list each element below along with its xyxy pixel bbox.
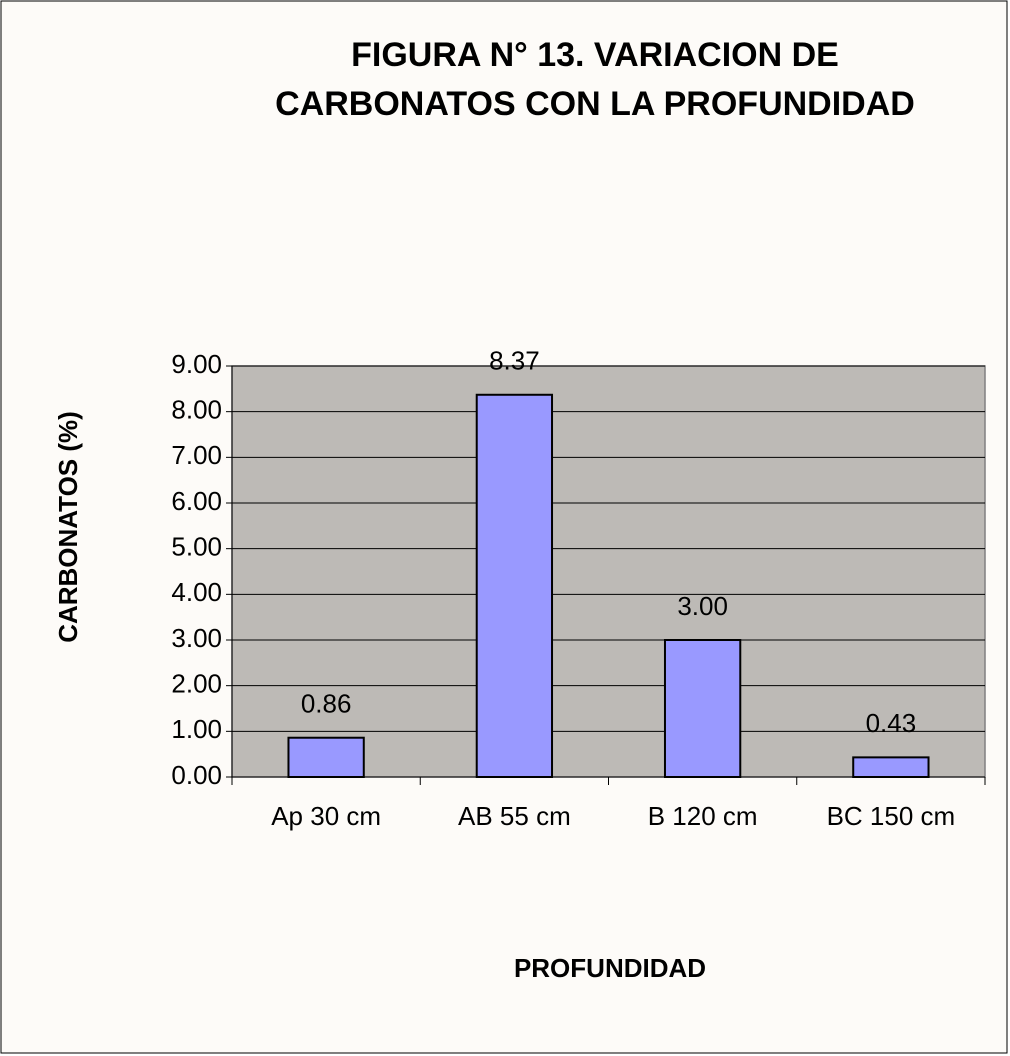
y-tick-label: 0.00 xyxy=(171,760,222,790)
value-label: 0.43 xyxy=(866,708,917,738)
y-tick-label: 2.00 xyxy=(171,669,222,699)
y-tick-label: 5.00 xyxy=(171,532,222,562)
y-tick-label: 4.00 xyxy=(171,577,222,607)
x-tick-label: AB 55 cm xyxy=(458,801,571,831)
x-axis-label: PROFUNDIDAD xyxy=(514,953,706,983)
plot-area xyxy=(231,365,986,778)
y-axis-label: CARBONATOS (%) xyxy=(53,411,83,643)
bar xyxy=(663,639,742,778)
y-tick-label: 3.00 xyxy=(171,623,222,653)
chart-title: FIGURA N° 13. VARIACION DE xyxy=(351,36,839,74)
x-tick-label: Ap 30 cm xyxy=(271,801,381,831)
value-label: 3.00 xyxy=(677,591,728,621)
bar xyxy=(475,393,554,778)
y-tick-label: 9.00 xyxy=(171,349,222,379)
y-tick-label: 1.00 xyxy=(171,714,222,744)
chart-title: CARBONATOS CON LA PROFUNDIDAD xyxy=(275,85,915,123)
x-tick-label: B 120 cm xyxy=(648,801,758,831)
bar xyxy=(287,736,365,779)
y-tick-label: 7.00 xyxy=(171,440,222,470)
bar xyxy=(852,756,930,779)
y-tick-label: 6.00 xyxy=(171,486,222,516)
y-tick-label: 8.00 xyxy=(171,395,222,425)
value-label: 0.86 xyxy=(301,689,352,719)
value-label: 8.37 xyxy=(489,346,540,376)
x-tick-label: BC 150 cm xyxy=(827,801,956,831)
